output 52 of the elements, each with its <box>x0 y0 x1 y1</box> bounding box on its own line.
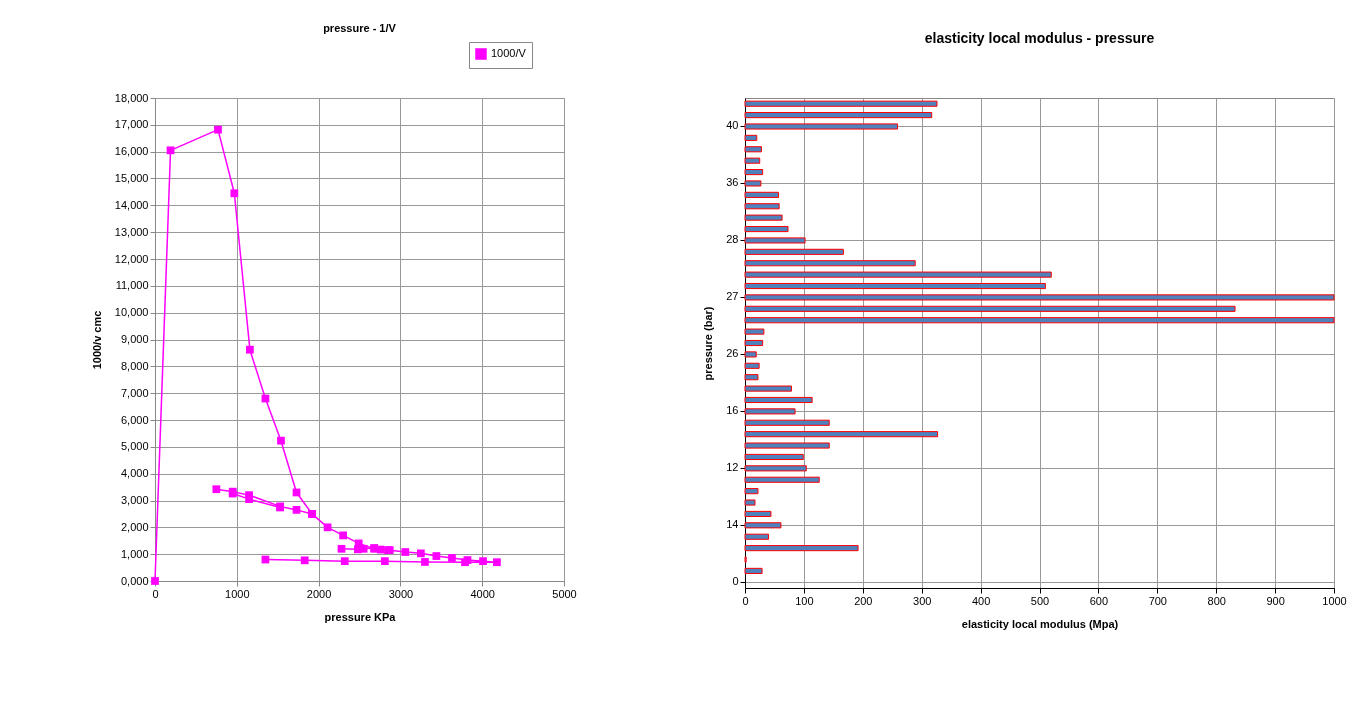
x-tick-label: 1000 <box>1322 594 1347 607</box>
y-tick-label: 1,000 <box>120 547 149 560</box>
y-tick-label: 17,000 <box>114 118 149 131</box>
x-tick-label: 100 <box>795 594 814 607</box>
y-tick-label: 6,000 <box>120 413 149 426</box>
x-tick-label: 200 <box>854 594 873 607</box>
x-tick-label: 1000 <box>225 587 250 600</box>
x-axis-title: pressure KPa <box>324 610 397 623</box>
y-tick-label: 36 <box>726 176 739 189</box>
x-tick-label: 2000 <box>306 587 332 600</box>
y-tick-label: 5,000 <box>120 440 149 453</box>
y-tick-label: 4,000 <box>120 467 149 480</box>
x-tick-label: 0 <box>152 587 159 600</box>
chart-title: pressure - 1/V <box>323 21 397 34</box>
legend-label: 1000/V <box>491 47 527 59</box>
y-tick-label: 15,000 <box>114 172 149 184</box>
x-tick-label: 400 <box>971 594 991 607</box>
y-axis-title: 1000/v cmc <box>90 310 103 370</box>
y-tick-label: 26 <box>726 347 739 360</box>
y-tick-label: 3,000 <box>120 494 149 506</box>
y-tick-label: 2,000 <box>120 520 149 533</box>
y-tick-label: 16,000 <box>114 145 149 158</box>
y-tick-label: 11,000 <box>115 279 149 292</box>
y-tick-label: 14,000 <box>114 198 149 211</box>
y-tick-label: 10,000 <box>114 306 149 319</box>
y-tick-label: 13,000 <box>114 225 149 238</box>
y-tick-label: 28 <box>726 233 739 246</box>
chart-title: elasticity local modulus - pressure <box>924 30 1155 46</box>
y-tick-label: 40 <box>726 119 739 132</box>
y-tick-label: 0 <box>732 575 739 588</box>
x-tick-label: 5000 <box>552 587 577 600</box>
y-tick-label: 0,000 <box>120 574 149 587</box>
x-tick-label: 600 <box>1089 594 1109 607</box>
x-tick-label: 0 <box>742 594 749 607</box>
x-tick-label: 700 <box>1148 594 1167 607</box>
x-tick-label: 800 <box>1207 594 1226 607</box>
y-tick-label: 8,000 <box>120 359 149 372</box>
x-tick-label: 500 <box>1030 594 1050 607</box>
y-tick-label: 9,000 <box>120 333 149 345</box>
y-tick-label: 16 <box>726 404 739 417</box>
y-tick-label: 12 <box>726 461 739 474</box>
y-axis-title: pressure (bar) <box>702 306 715 381</box>
x-tick-label: 300 <box>913 594 932 607</box>
x-tick-label: 4000 <box>470 587 495 600</box>
x-tick-label: 900 <box>1266 594 1285 607</box>
y-tick-label: 14 <box>726 518 739 531</box>
x-tick-label: 3000 <box>388 587 414 600</box>
y-tick-label: 18,000 <box>114 91 149 104</box>
y-tick-label: 27 <box>726 290 739 303</box>
y-tick-label: 7,000 <box>120 386 149 399</box>
y-tick-label: 12,000 <box>114 252 149 265</box>
x-axis-title: elasticity local modulus (Mpa) <box>961 617 1119 630</box>
